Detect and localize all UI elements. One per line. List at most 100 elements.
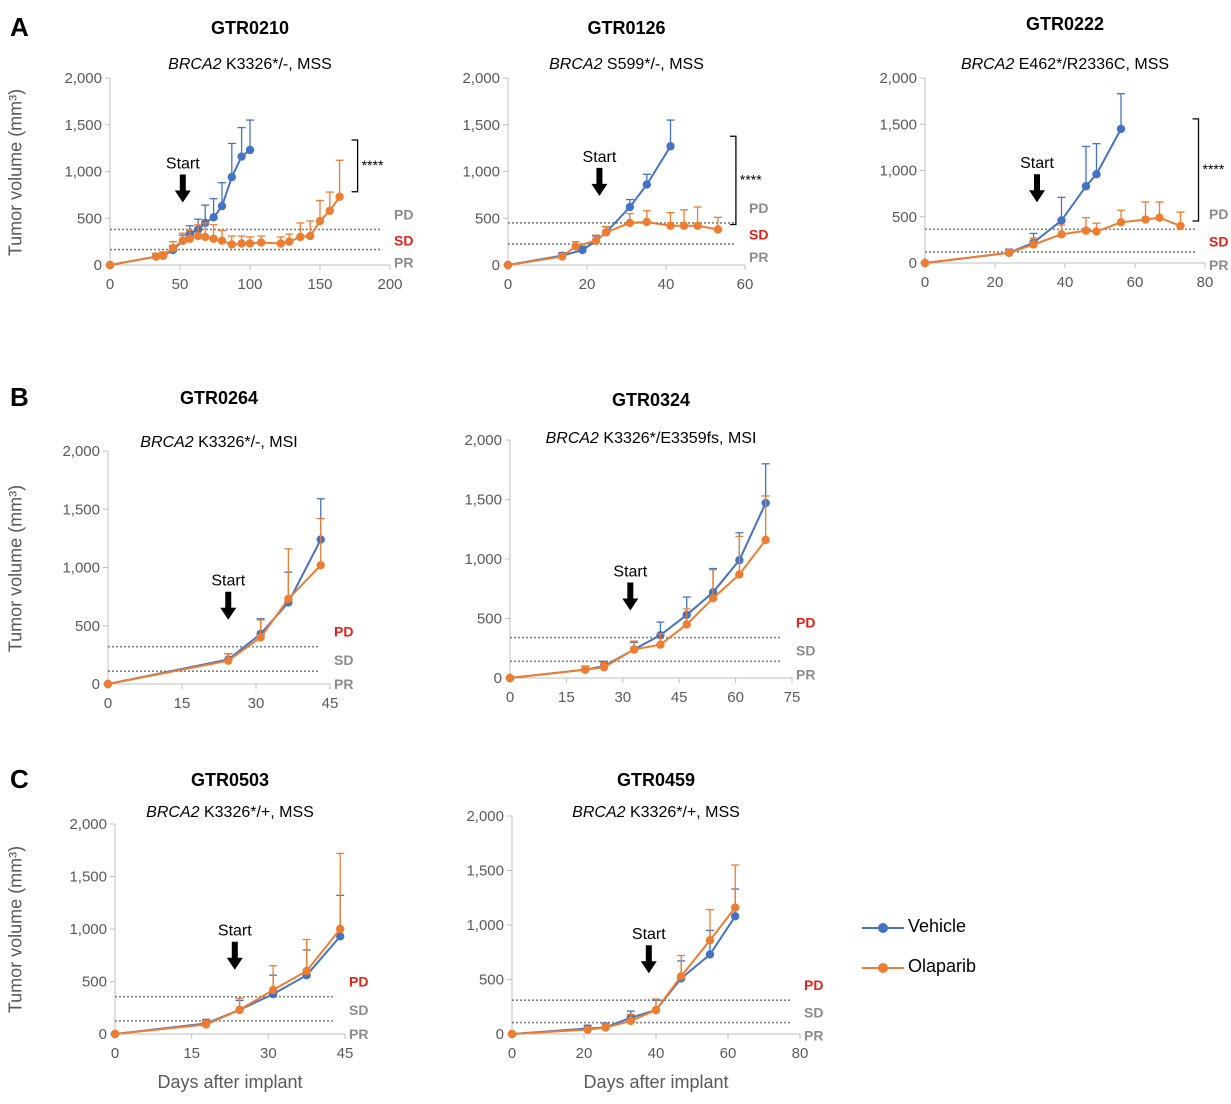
y-axis-label: Tumor volume (mm³) [5,88,26,256]
x-axis-label: Days after implant [583,1072,729,1092]
olaparib-data-point [503,260,513,270]
vehicle-data-point [625,202,635,212]
zone-label-pr: PR [1209,257,1228,273]
zone-label-sd: SD [394,233,413,249]
start-label: Start [613,564,647,581]
subtitle-variant: K3326*/-, MSS [221,56,332,73]
panel-letter-a: A [10,12,29,42]
olaparib-data-point [335,192,344,201]
y-tick-label: 0 [494,670,502,687]
olaparib-data-point [185,234,194,244]
y-tick-label: 1,500 [64,117,102,134]
vehicle-series-line [924,128,1122,264]
olaparib-data-point [1141,215,1150,224]
zone-label-pd: PD [804,977,823,993]
zone-label-pr: PR [749,249,768,265]
subtitle-variant: K3326*/-, MSI [193,434,298,451]
olaparib-data-point [1155,213,1164,222]
olaparib-data-point [159,251,168,260]
olaparib-series-line [114,928,341,1035]
zone-label-pd: PD [394,206,413,222]
chart-subtitle: BRCA2 K3326*/-, MSS [90,56,410,74]
olaparib-data-point [227,240,236,249]
start-arrow-icon [1029,174,1045,203]
olaparib-data-point [285,237,294,246]
y-tick-label: 1,500 [879,116,917,133]
chart-title: GTR0210 [210,18,290,38]
olaparib-data-point [325,206,334,215]
x-tick-label: 50 [172,276,189,293]
x-tick-label: 0 [111,1045,119,1062]
olaparib-data-point [651,1005,661,1015]
vehicle-data-point [642,180,652,189]
vehicle-series-line [509,502,767,679]
significance-label: **** [362,157,384,173]
start-label: Start [218,923,252,940]
y-tick-label: 2,000 [62,443,100,460]
olaparib-data-point [1176,221,1185,231]
olaparib-data-point [601,228,611,237]
x-tick-label: 20 [987,274,1004,291]
olaparib-series-line [511,906,736,1035]
significance-bracket [729,135,737,226]
olaparib-data-point [315,216,325,226]
x-tick-label: 80 [792,1045,809,1062]
olaparib-data-point [581,665,590,674]
olaparib-data-point [1081,226,1091,235]
y-tick-label: 1,000 [462,164,500,181]
chart-title: GTR0222 [1025,14,1105,34]
plot-group: 0 500 1,000 1,500 2,000 0 20 40 60 PD SD PR **** Star… [462,70,768,293]
plot-area: 0 500 1,000 1,500 2,000 0 15 30 45 PD SD PR Start [62,443,353,712]
chart-subtitle: BRCA2 K3326*/E3359fs, MSI [491,430,811,448]
olaparib-data-point [629,645,639,654]
olaparib-data-point [302,966,311,976]
olaparib-data-point [583,1025,592,1034]
y-tick-label: 0 [92,676,100,693]
x-tick-label: 0 [506,689,514,706]
plot-area: 0 500 1,000 1,500 2,000 0 15 30 45 PD SD PR Start [69,816,368,1062]
y-tick-label: 500 [82,974,107,991]
plot-area: 0 500 1,000 1,500 2,000 0 20 40 60 80 PD SD PR **** St… [879,70,1228,291]
vehicle-data-point [227,172,236,182]
x-tick-label: 45 [671,689,688,706]
x-tick-label: 15 [183,1045,200,1062]
olaparib-data-point [103,679,113,689]
olaparib-data-point [1004,248,1014,258]
x-tick-label: 20 [576,1045,593,1062]
olaparib-data-point [505,673,515,683]
olaparib-data-point [705,936,715,945]
y-tick-label: 500 [892,209,917,226]
x-tick-label: 45 [337,1045,354,1062]
y-tick-label: 1,500 [62,501,100,518]
chart-title: GTR0459 [616,770,696,790]
y-tick-label: 2,000 [462,70,500,87]
olaparib-data-point [296,232,305,242]
olaparib-data-point [735,570,744,579]
olaparib-data-point [679,221,689,230]
chart-subtitle: BRCA2 E462*/R2336C, MSS [905,56,1225,74]
x-tick-label: 30 [260,1045,277,1062]
olaparib-data-point [201,1020,211,1029]
vehicle-series-line [511,915,737,1035]
y-tick-label: 0 [99,1026,107,1043]
olaparib-data-point [316,560,325,570]
vehicle-data-point [705,950,715,959]
olaparib-data-point [591,236,601,245]
y-tick-label: 0 [94,257,102,274]
y-tick-label: 1,000 [464,551,502,568]
olaparib-series-line [509,539,767,679]
zone-label-pd: PD [749,200,768,216]
significance-bracket [1192,118,1200,222]
vehicle-data-point [1092,170,1101,179]
olaparib-data-point [626,1016,635,1026]
olaparib-data-point [268,985,278,995]
plot-group: 0 500 1,000 1,500 2,000 0 15 30 45 PD SD PR Start [69,816,368,1062]
x-tick-label: 75 [784,689,801,706]
y-tick-label: 1,500 [464,492,502,509]
plot-area: 0 500 1,000 1,500 2,000 0 20 40 60 80 PD SD PR Start [466,808,823,1062]
y-tick-label: 1,500 [466,863,504,880]
x-tick-label: 80 [1197,274,1214,291]
chart-title: GTR0503 [190,770,270,790]
olaparib-data-point [168,243,178,253]
x-tick-label: 60 [737,276,754,293]
